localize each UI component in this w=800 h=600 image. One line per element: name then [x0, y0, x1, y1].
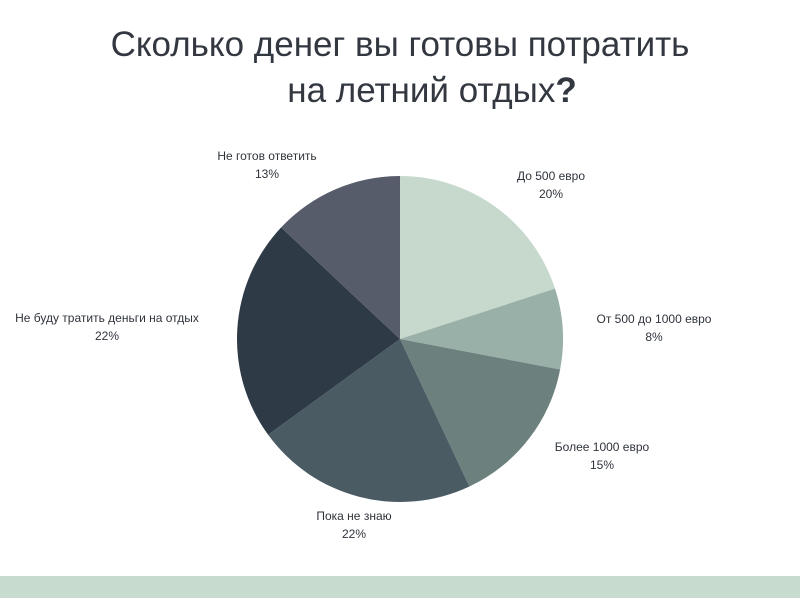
- slice-label-6: Не готов ответить: [217, 149, 316, 163]
- footer-band: [0, 576, 800, 598]
- chart-title-line-2: на летний отдых?: [0, 68, 800, 114]
- chart-title: Сколько денег вы готовы потратить на лет…: [0, 22, 800, 114]
- pie-slice-1: [400, 176, 556, 339]
- pie-slice-2: [400, 288, 563, 370]
- slice-value-2: 8%: [645, 330, 663, 344]
- chart-title-line-2-text: на летний отдых: [287, 71, 556, 110]
- pie-slices: [237, 176, 563, 503]
- pie-slice-3: [400, 339, 561, 487]
- slice-label-4: Пока не знаю: [316, 509, 391, 523]
- slice-value-3: 15%: [590, 458, 614, 472]
- slice-label-3: Более 1000 евро: [555, 440, 650, 454]
- slice-label-5: Не буду тратить деньги на отдых: [15, 311, 199, 325]
- slice-value-1: 20%: [539, 187, 563, 201]
- pie-labels: До 500 евро 20% От 500 до 1000 евро 8% Более…: [15, 149, 712, 541]
- slice-value-4: 22%: [342, 527, 366, 541]
- chart-title-line-1: Сколько денег вы готовы потратить: [110, 25, 690, 64]
- slice-label-2: От 500 до 1000 евро: [597, 312, 712, 326]
- pie-slice-4: [268, 339, 470, 503]
- pie-slice-5: [237, 227, 400, 435]
- slice-label-1: До 500 евро: [517, 169, 585, 183]
- pie-slice-6: [281, 176, 400, 339]
- chart-title-question-mark: ?: [555, 71, 577, 110]
- slice-value-5: 22%: [95, 329, 119, 343]
- slice-value-6: 13%: [255, 167, 279, 181]
